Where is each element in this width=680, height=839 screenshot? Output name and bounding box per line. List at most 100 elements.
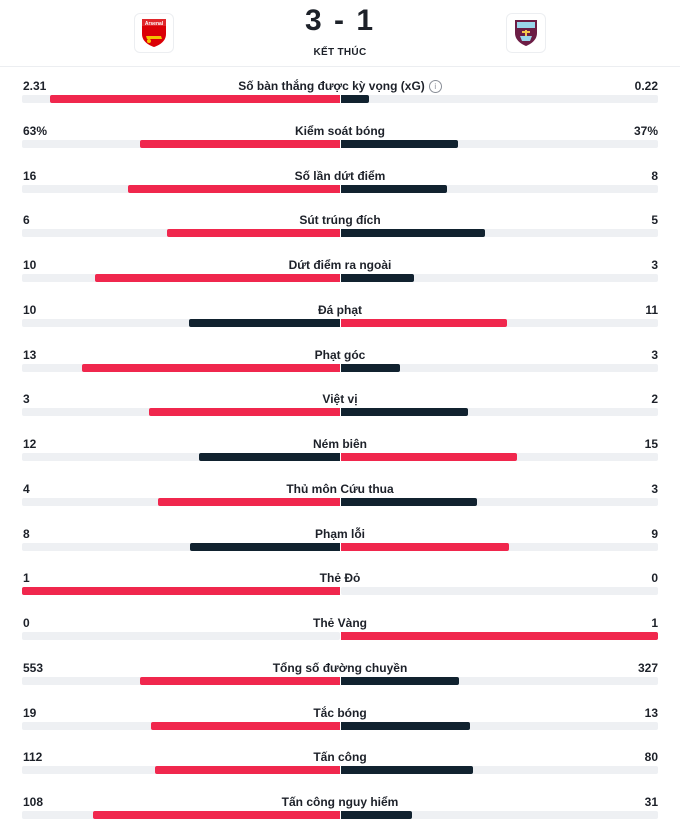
stat-home-value: 108 — [23, 795, 44, 809]
stat-row: 4 Thủ môn Cứu thua 3 — [0, 481, 680, 526]
stat-row: 112 Tấn công 80 — [0, 749, 680, 794]
stat-bar-away — [341, 542, 509, 551]
stat-bar-home — [139, 139, 340, 148]
stat-bar-away — [341, 497, 477, 506]
stat-away-value: 8 — [651, 168, 658, 183]
stat-bar-home — [198, 453, 340, 461]
stat-label: Tắc bóng — [0, 705, 680, 721]
match-status: KẾT THÚC — [313, 47, 367, 58]
stat-label: Tấn công nguy hiểm — [0, 794, 680, 810]
stat-label-text: Việt vị — [322, 392, 358, 407]
stat-bar-away — [341, 811, 412, 819]
stat-bar-home — [166, 229, 340, 238]
stat-bar-home-track — [22, 408, 340, 417]
stat-label-text: Dứt điểm ra ngoài — [288, 258, 392, 272]
match-score: 3 - 1 — [304, 4, 376, 37]
stat-label-text: Tấn công nguy hiểm — [281, 795, 399, 809]
stat-bar-away-track — [341, 676, 658, 685]
stat-bar-away-track — [341, 453, 658, 461]
stat-bar-away — [341, 766, 474, 775]
stat-bar-home — [92, 811, 340, 819]
stat-bar-away-track — [341, 766, 658, 775]
stat-row: 1 Thẻ Đỏ 0 — [0, 570, 680, 615]
stat-label: Việt vị — [0, 391, 680, 407]
stat-away-value: 327 — [637, 660, 658, 675]
stat-label-text: Tấn công — [313, 750, 367, 765]
stat-bar-away — [341, 184, 447, 193]
stat-bar-home — [188, 318, 340, 327]
stat-bar-home-track — [22, 632, 340, 640]
stat-away-value: 1 — [651, 616, 658, 630]
stat-row: 10 Đá phạt 11 — [0, 302, 680, 347]
stat-bar-home-track — [22, 453, 340, 461]
stat-bar-away — [341, 453, 518, 461]
stat-bar-home — [149, 408, 340, 417]
stat-row: 19 Tắc bóng 13 — [0, 705, 680, 750]
burnley-crest-icon — [515, 20, 537, 46]
stat-away-value: 3 — [651, 258, 658, 272]
stat-label-text: Ném biên — [312, 437, 367, 451]
stat-bar-away-track — [341, 363, 658, 372]
stat-home-value: 16 — [23, 168, 37, 183]
stat-row: 13 Phạt góc 3 — [0, 347, 680, 392]
stat-home-value: 13 — [23, 347, 37, 362]
stat-away-value: 3 — [651, 347, 658, 362]
stat-bar-away-track — [341, 318, 658, 327]
stat-label: Phạt góc — [0, 347, 680, 363]
stat-bar-home-track — [22, 229, 340, 238]
stat-away-value: 3 — [651, 481, 658, 496]
stat-label-text: Tổng số đường chuyền — [272, 660, 408, 675]
home-team-logo[interactable]: Arsenal — [134, 13, 174, 53]
stat-bar-home-track — [22, 363, 340, 372]
stat-bar-home-track — [22, 676, 340, 685]
stat-home-value: 6 — [23, 213, 30, 228]
stat-bar-home — [49, 95, 340, 103]
stat-label-text: Phạm lỗi — [314, 526, 365, 541]
stat-bar-away — [341, 139, 459, 148]
stat-bar-away-track — [341, 229, 658, 238]
stat-away-value: 37% — [633, 123, 658, 138]
stat-bar-home — [22, 587, 340, 596]
stat-label: Số bàn thắng được kỳ vọng (xG) i — [0, 78, 680, 94]
stat-label-text: Phạt góc — [314, 347, 366, 362]
stat-bar-away — [341, 721, 470, 730]
stat-away-value: 2 — [651, 392, 658, 407]
stat-bar-home-track — [22, 95, 340, 103]
stat-row: 8 Phạm lỗi 9 — [0, 526, 680, 571]
stat-home-value: 63% — [23, 123, 48, 138]
stat-row: 2.31 Số bàn thắng được kỳ vọng (xG) i 0.22 — [0, 78, 680, 123]
stat-label: Dứt điểm ra ngoài — [0, 257, 680, 273]
stat-bar-home-track — [22, 318, 340, 327]
stat-home-value: 553 — [23, 660, 44, 675]
stat-label-text: Tắc bóng — [313, 705, 367, 720]
stat-bar-away — [341, 274, 415, 282]
stat-row: 553 Tổng số đường chuyền 327 — [0, 660, 680, 705]
info-icon[interactable]: i — [428, 80, 442, 93]
stat-label: Thủ môn Cứu thua — [0, 481, 680, 497]
stat-bar-home — [127, 184, 340, 193]
arsenal-crest-text: Arsenal — [145, 21, 164, 27]
stat-home-value: 2.31 — [23, 79, 47, 93]
stat-home-value: 3 — [23, 392, 30, 407]
stat-bar-home-track — [22, 184, 340, 193]
stat-bar-home-track — [22, 139, 340, 148]
stat-label-text: Số lần dứt điểm — [294, 168, 386, 183]
stat-label: Sút trúng đích — [0, 212, 680, 228]
stat-label-text: Số bàn thắng được kỳ vọng (xG) — [238, 79, 425, 93]
stat-bar-away — [341, 229, 486, 238]
stat-label: Thẻ Vàng — [0, 615, 680, 631]
stat-bar-away-track — [341, 721, 658, 730]
stat-away-value: 0 — [651, 571, 658, 586]
stat-home-value: 10 — [23, 302, 37, 317]
stat-row: 6 Sút trúng đích 5 — [0, 212, 680, 257]
stat-home-value: 12 — [23, 437, 37, 451]
stat-bar-home — [81, 363, 340, 372]
stat-bar-away — [341, 95, 369, 103]
stat-row: 63% Kiểm soát bóng 37% — [0, 123, 680, 168]
stat-bar-away-track — [341, 274, 658, 282]
stat-label: Tấn công — [0, 749, 680, 765]
stat-home-value: 8 — [23, 526, 30, 541]
stat-label: Số lần dứt điểm — [0, 168, 680, 184]
away-team-logo[interactable] — [506, 13, 546, 53]
stat-row: 16 Số lần dứt điểm 8 — [0, 168, 680, 213]
